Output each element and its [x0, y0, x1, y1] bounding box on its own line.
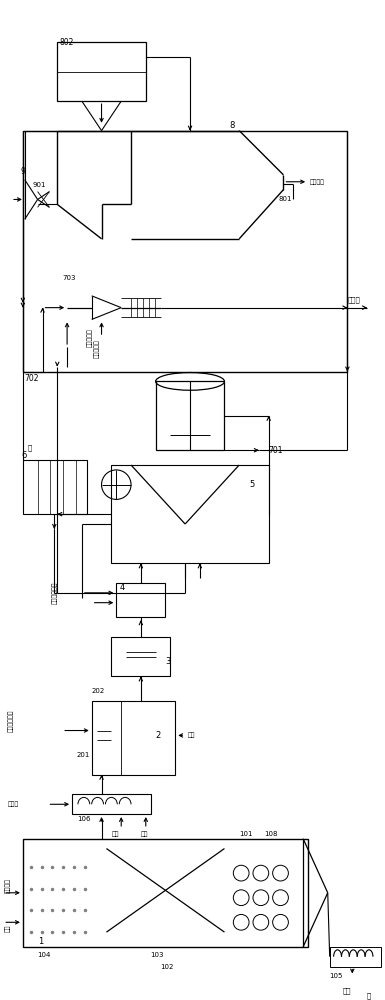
Text: 煤: 煤	[367, 993, 371, 999]
Text: 8: 8	[229, 121, 235, 130]
Bar	[72, 794, 151, 814]
Text: 氨水: 氨水	[111, 831, 119, 837]
Text: 103: 103	[151, 952, 164, 958]
Bar	[111, 637, 171, 676]
Text: 氨气: 氨气	[188, 733, 196, 738]
Text: 3: 3	[166, 657, 171, 666]
Text: 802: 802	[59, 38, 74, 47]
Text: 801: 801	[279, 196, 292, 202]
Text: 108: 108	[264, 831, 277, 837]
Text: 102: 102	[161, 964, 174, 970]
Text: 液态: 液态	[5, 925, 11, 932]
Bar	[330, 947, 381, 967]
Text: 701: 701	[269, 446, 283, 455]
Text: 9: 9	[21, 167, 26, 176]
Text: 702: 702	[25, 374, 39, 383]
Bar	[116, 583, 166, 617]
Text: 202: 202	[92, 688, 105, 694]
Text: 2: 2	[156, 731, 161, 740]
Text: 碱剂: 碱剂	[141, 831, 148, 837]
Bar	[23, 839, 308, 947]
Text: 6: 6	[21, 451, 26, 460]
Text: 106: 106	[77, 816, 90, 822]
Text: 氧化铁粉: 氧化铁粉	[310, 179, 325, 185]
Text: 703: 703	[62, 275, 76, 281]
Text: 碱: 碱	[28, 444, 32, 451]
Bar	[23, 131, 347, 372]
Text: 101: 101	[239, 831, 253, 837]
Text: 201: 201	[77, 752, 90, 758]
Text: 盐酸酸洗液: 盐酸酸洗液	[94, 340, 99, 358]
Text: 1: 1	[38, 937, 43, 946]
Text: 901: 901	[33, 182, 46, 188]
Text: 4: 4	[119, 583, 124, 592]
Text: 104: 104	[38, 952, 51, 958]
Bar	[111, 465, 269, 563]
Text: 5: 5	[249, 480, 254, 489]
Text: 稀料水: 稀料水	[8, 801, 19, 807]
Bar	[92, 701, 175, 775]
Bar	[23, 460, 87, 514]
Bar	[156, 381, 224, 450]
Text: 高分子絮凝剂: 高分子絮凝剂	[52, 582, 58, 604]
Text: 氧化铁皮: 氧化铁皮	[5, 878, 11, 893]
Text: 盐酸酸洗液: 盐酸酸洗液	[87, 328, 92, 347]
Text: 105: 105	[330, 973, 343, 979]
Text: 低分子絮凝剂: 低分子絮凝剂	[8, 709, 14, 732]
Text: 稀盐水: 稀盐水	[347, 296, 360, 303]
Bar	[57, 42, 146, 101]
Text: 酸剂: 酸剂	[343, 988, 351, 994]
